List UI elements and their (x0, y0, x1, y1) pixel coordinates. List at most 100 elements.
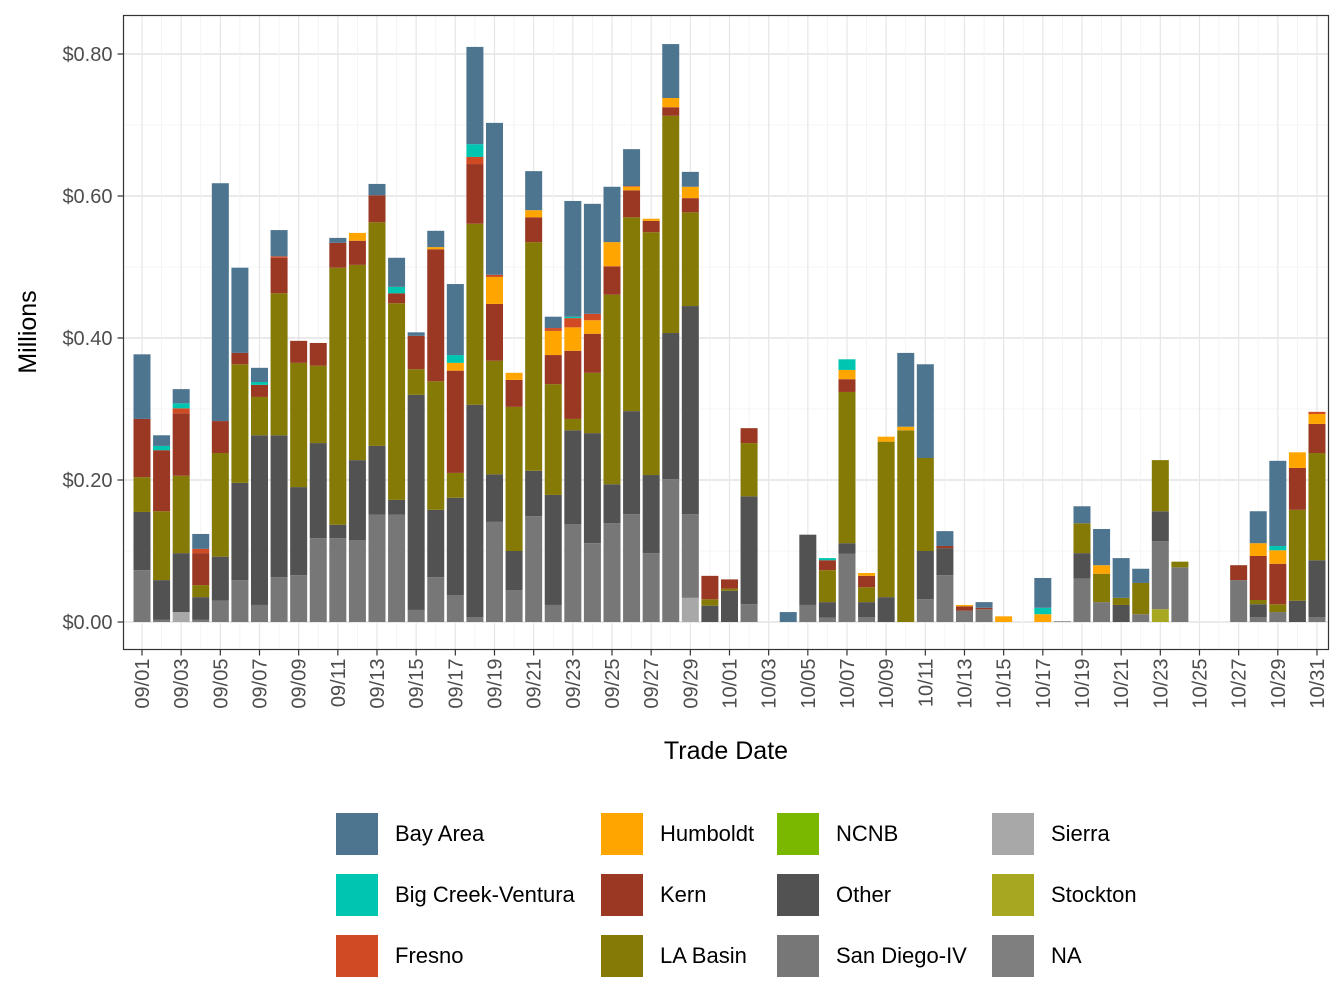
bar-segment-la-basin (1093, 573, 1111, 603)
bar-segment-fresno (583, 313, 601, 321)
bar-segment-other (525, 470, 543, 517)
bar-segment-la-basin (505, 406, 523, 551)
x-tick-label: 10/27 (1229, 659, 1251, 709)
bar-segment-fresno (485, 274, 503, 277)
legend-item: Bay Area (336, 813, 484, 855)
x-tick-label: 09/25 (602, 659, 624, 709)
bar-segment-san-diego-iv (564, 524, 582, 622)
bar-segment-san-diego-iv (192, 619, 210, 622)
stacked-bar-chart: $0.00$0.20$0.40$0.60$0.80 09/01 09/03 09/0… (14, 14, 1330, 765)
bar-segment-san-diego-iv (1053, 621, 1071, 622)
x-tick-label: 09/05 (210, 659, 232, 709)
bar-segment-la-basin (720, 588, 738, 591)
bar-segment-other (446, 497, 464, 596)
bar-segment-san-diego-iv (1269, 612, 1287, 622)
x-tick-label: 10/31 (1307, 659, 1329, 709)
bar-segment-la-basin (838, 391, 856, 544)
x-tick-label: 10/05 (798, 659, 820, 709)
bar-segment-kern (231, 352, 249, 365)
bar-segment-sierra (172, 612, 190, 622)
bar-segment-big-creek-ventura (388, 286, 406, 294)
bar-segment-san-diego-iv (681, 514, 699, 598)
bar-segment-la-basin (192, 585, 210, 598)
legend-key (336, 874, 378, 916)
bar-segment-la-basin (309, 365, 327, 444)
bar-segment-la-basin (603, 294, 621, 485)
bar-segment-la-basin (388, 303, 406, 500)
bar-segment-san-diego-iv (250, 604, 268, 622)
y-axis: $0.00 $0.20 $0.40 $0.60 $0.80 (62, 44, 124, 634)
bar-segment-kern (662, 107, 680, 116)
bar-segment-other (603, 484, 621, 524)
bar-segment-other (799, 534, 817, 605)
x-tick-label: 09/07 (249, 659, 271, 709)
bar-segment-san-diego-iv (407, 609, 425, 622)
bar-segment-san-diego-iv (485, 521, 503, 622)
x-tick-label: 10/03 (759, 659, 781, 709)
bar-segment-la-basin (329, 267, 347, 525)
bar-segment-humboldt (623, 186, 641, 191)
bar-segment-bay-area (1073, 506, 1091, 524)
bar-segment-kern (388, 293, 406, 304)
bar-segment-san-diego-iv (1093, 602, 1111, 622)
bar-segment-humboldt (1308, 413, 1326, 424)
bar-segment-other (1249, 604, 1267, 618)
bar-segment-humboldt (877, 436, 895, 442)
bar-segment-humboldt (1093, 565, 1111, 574)
bar-segment-big-creek-ventura (172, 403, 190, 409)
bar-segment-bay-area (1269, 460, 1287, 547)
bar-segment-kern (838, 379, 856, 392)
bar-segment-bay-area (603, 186, 621, 243)
bar-segment-other (231, 482, 249, 581)
bar-segment-la-basin (172, 475, 190, 554)
bar-segment-kern (250, 384, 268, 397)
bar-segment-san-diego-iv (1308, 617, 1326, 622)
bar-segment-bay-area (485, 122, 503, 275)
bar-segment-fresno (564, 318, 582, 328)
bar-segment-other (309, 443, 327, 539)
bar-segment-bay-area (936, 531, 954, 547)
bar-segment-bay-area (211, 183, 229, 422)
bar-segment-san-diego-iv (662, 479, 680, 622)
bar-segment-san-diego-iv (936, 575, 954, 622)
bar-segment-kern (623, 190, 641, 218)
legend-key (601, 935, 643, 977)
bar-segment-kern (1249, 555, 1267, 600)
bar-segment-kern (309, 342, 327, 366)
bar-segment-bay-area (250, 367, 268, 383)
x-axis-title: Trade Date (664, 737, 788, 765)
x-tick-label: 09/03 (171, 659, 193, 709)
bar-segment-san-diego-iv (623, 514, 641, 622)
bar-segment-other (368, 445, 386, 515)
bar-segment-other (250, 435, 268, 605)
bar-segment-other (858, 602, 876, 618)
legend-label: NA (1051, 943, 1082, 968)
bar-segment-other (720, 590, 738, 622)
bar-segment-la-basin (701, 599, 719, 606)
bar-segment-kern (348, 240, 366, 265)
legend-key (601, 813, 643, 855)
bar-segment-kern (642, 220, 660, 233)
bar-segment-kern (1308, 423, 1326, 454)
bar-segment-big-creek-ventura (1034, 607, 1052, 615)
bar-segment-san-diego-iv (133, 570, 151, 622)
bar-segment-la-basin (270, 293, 288, 436)
bar-segment-big-creek-ventura (250, 382, 268, 385)
bar-segment-san-diego-iv (1132, 614, 1150, 622)
bar-segment-kern (1288, 467, 1306, 510)
bar-segment-san-diego-iv (838, 553, 856, 622)
bar-segment-kern (172, 413, 190, 476)
bar-segment-la-basin (525, 242, 543, 471)
bar-segment-la-basin (1308, 453, 1326, 561)
x-tick-label: 10/17 (1033, 659, 1055, 709)
bar-segment-la-basin (681, 212, 699, 307)
bar-segment-san-diego-iv (1230, 580, 1248, 622)
y-tick-label: $0.60 (62, 186, 112, 208)
legend-key (777, 874, 819, 916)
bar-segment-la-basin (583, 372, 601, 434)
bar-segment-other (172, 553, 190, 613)
legend-item: Stockton (992, 874, 1137, 916)
bar-segment-san-diego-iv (1249, 617, 1267, 622)
bar-segment-kern (1269, 563, 1287, 605)
bar-segment-bay-area (466, 46, 484, 145)
